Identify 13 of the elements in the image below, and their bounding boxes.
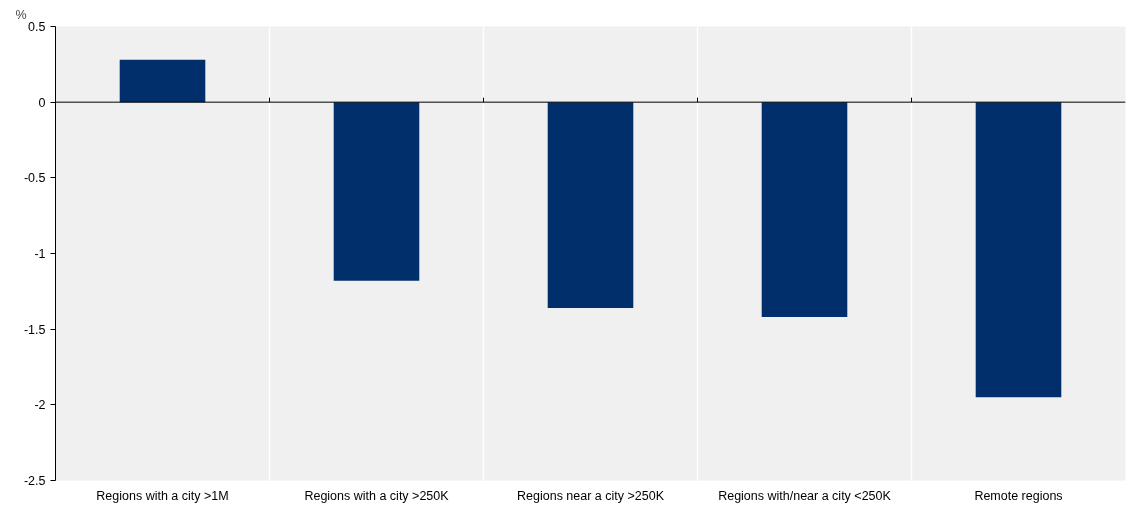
y-tick-label: -2 — [34, 398, 46, 413]
x-tick-label: Regions with a city >250K — [304, 488, 450, 503]
x-tick-label: Regions with a city >1M — [96, 488, 229, 503]
y-tick-label: -0.5 — [23, 171, 46, 186]
x-tick-label: Remote regions — [974, 488, 1063, 503]
y-tick-label: -1.5 — [23, 322, 46, 337]
x-tick-label: Regions with/near a city <250K — [718, 488, 892, 503]
y-tick-label: 0.5 — [28, 20, 46, 34]
y-tick-label: -2.5 — [23, 474, 46, 488]
x-tick-label: Regions near a city >250K — [517, 488, 665, 503]
y-axis-title: % — [15, 7, 27, 22]
y-tick-label: 0 — [38, 95, 46, 110]
y-tick-label: -1 — [34, 247, 46, 261]
